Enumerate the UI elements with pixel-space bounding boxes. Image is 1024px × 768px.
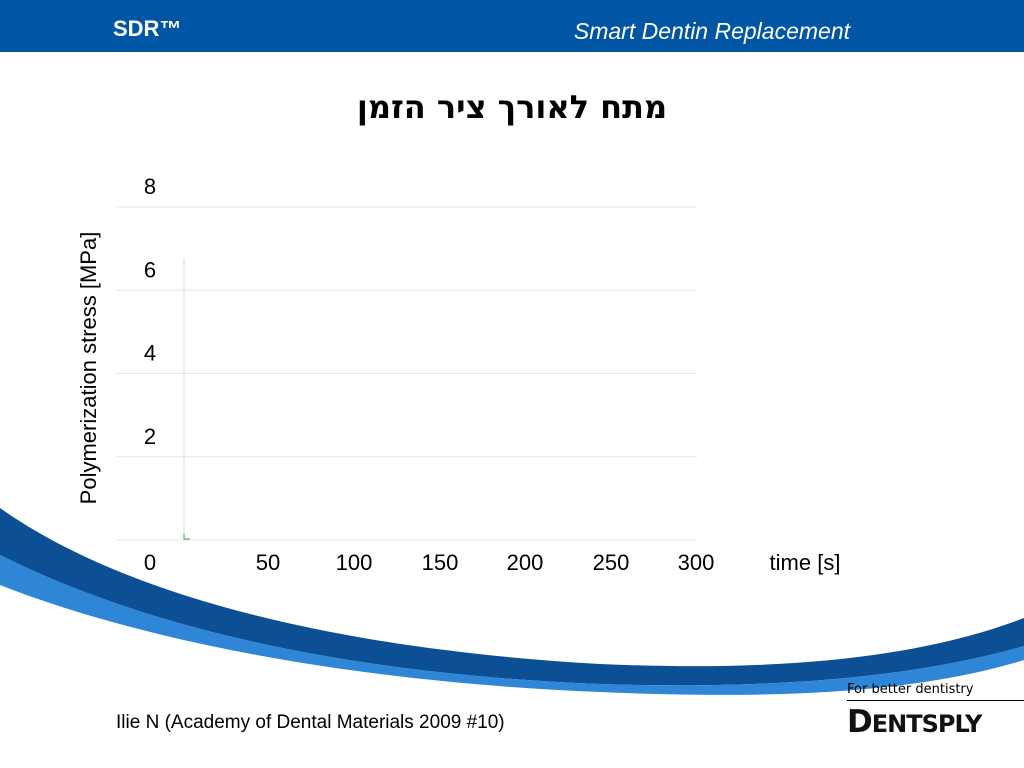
x-tick-label: 200: [507, 550, 544, 575]
series-point: [183, 534, 190, 540]
x-axis-label: time [s]: [770, 550, 841, 575]
grid-lines: [116, 206, 697, 541]
header-bar: [0, 0, 1024, 52]
citation: Ilie N (Academy of Dental Materials 2009…: [116, 712, 505, 733]
swoosh-light-band: [0, 555, 1024, 695]
x-tick-label: 150: [422, 550, 459, 575]
slide-title: מתח לאורך ציר הזמן: [356, 88, 668, 126]
x-tick-label: 250: [593, 550, 630, 575]
y-tick-label: 2: [144, 424, 156, 449]
y-tick-label: 8: [144, 174, 156, 199]
logo-initial: D: [847, 704, 873, 740]
brand-title: SDR™: [113, 16, 182, 41]
header-tagline: Smart Dentin Replacement: [573, 18, 850, 44]
y-tick-labels: 8 6 4 2: [144, 174, 156, 449]
x-tick-label: 100: [336, 550, 373, 575]
slogan-divider: [847, 700, 1024, 701]
x-tick-label: 300: [678, 550, 715, 575]
footer-slogan: For better dentistry: [847, 682, 974, 697]
x-tick-labels: 0 50 100 150 200 250 300: [144, 550, 714, 575]
x-tick-label: 0: [144, 550, 156, 575]
y-tick-label: 4: [144, 341, 156, 366]
x-tick-label: 50: [256, 550, 280, 575]
dentsply-logo: DENTSPLY: [847, 704, 983, 740]
y-axis-label: Polymerization stress [MPa]: [76, 232, 101, 505]
series-layer: [183, 534, 190, 540]
logo-rest: ENTSPLY: [871, 710, 983, 738]
swoosh-dark-band: [0, 508, 1024, 686]
y-tick-label: 6: [144, 257, 156, 282]
